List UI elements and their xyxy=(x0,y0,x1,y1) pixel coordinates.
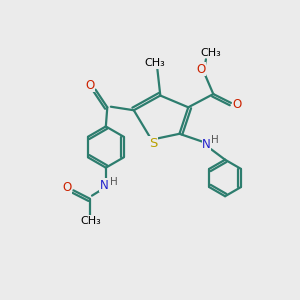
Text: O: O xyxy=(85,79,94,92)
Text: O: O xyxy=(233,98,242,111)
Text: H: H xyxy=(110,177,118,187)
Text: CH₃: CH₃ xyxy=(144,58,165,68)
Text: O: O xyxy=(62,181,72,194)
Text: H: H xyxy=(212,135,219,145)
Text: O: O xyxy=(196,63,206,76)
Text: CH₃: CH₃ xyxy=(201,48,222,58)
Text: CH₃: CH₃ xyxy=(81,216,101,226)
Text: N: N xyxy=(100,179,109,192)
Text: S: S xyxy=(149,137,157,150)
Text: N: N xyxy=(202,139,211,152)
